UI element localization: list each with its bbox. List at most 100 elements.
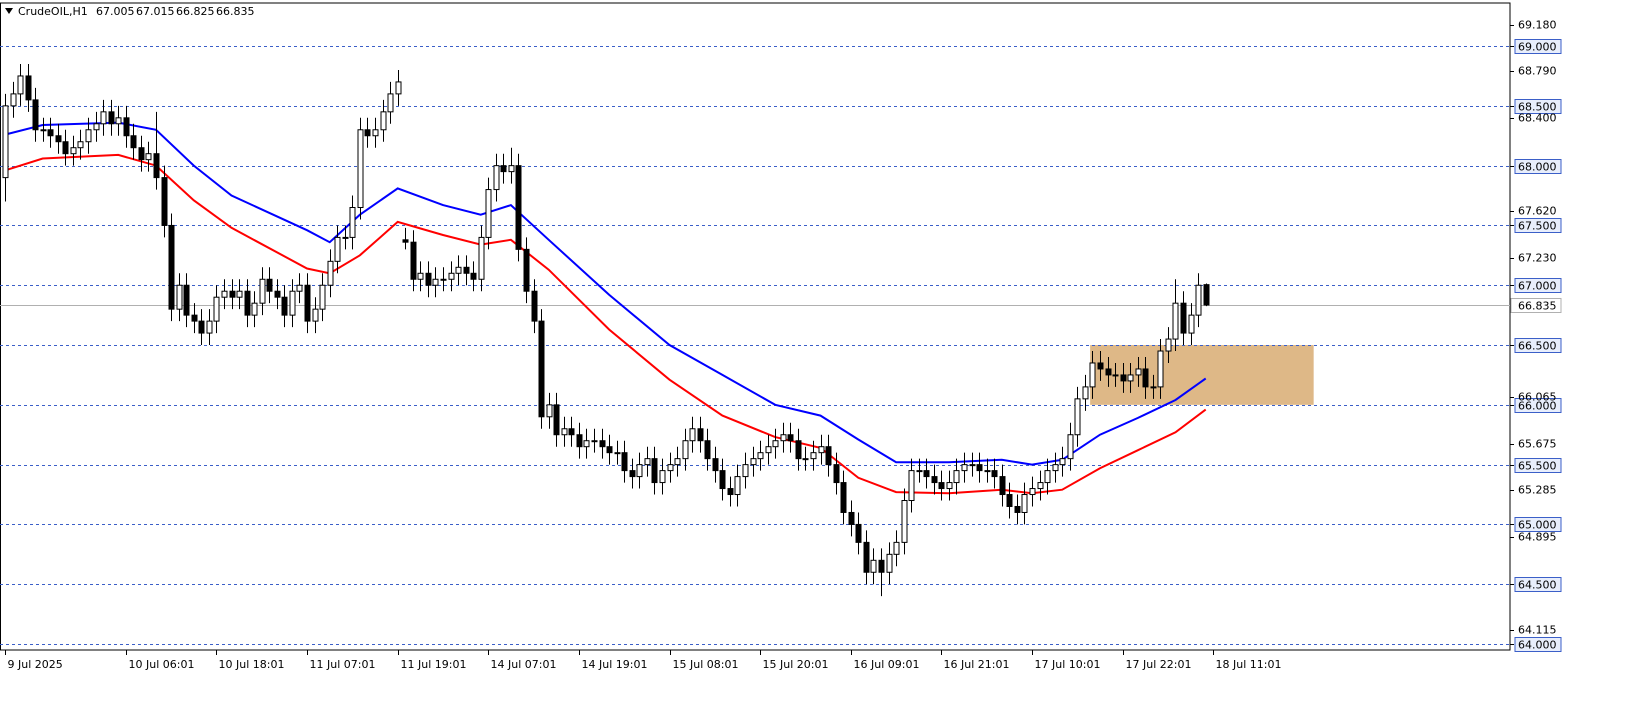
candle-body <box>251 302 258 316</box>
y-tick-label: 65.285 <box>1518 484 1557 497</box>
y-tick-label: 66.065 <box>1518 391 1557 404</box>
candle-body <box>1059 458 1066 466</box>
candle-body <box>432 278 439 286</box>
x-tick-label: 10 Jul 06:01 <box>129 658 195 671</box>
x-tick-label: 9 Jul 2025 <box>8 658 63 671</box>
candle-body <box>1097 362 1104 370</box>
y-tick-label: 64.115 <box>1518 624 1557 637</box>
candle-body <box>1165 338 1172 352</box>
level-label-box <box>1514 278 1562 293</box>
candle-body <box>682 440 689 460</box>
x-tick-label: 17 Jul 22:01 <box>1126 658 1192 671</box>
candle-body <box>77 141 84 149</box>
candle-body <box>961 464 968 472</box>
collapse-icon[interactable] <box>5 8 13 14</box>
candle-body <box>976 464 983 472</box>
candle-body <box>614 452 621 455</box>
candle-body <box>1021 494 1028 513</box>
level-label-box <box>1514 398 1562 413</box>
candle-body <box>825 446 832 466</box>
candle-body <box>1052 464 1059 472</box>
candle-body <box>108 111 115 125</box>
candle-body <box>893 541 900 555</box>
candle-body <box>115 117 122 125</box>
candle-body <box>168 224 175 310</box>
candle-body <box>1044 470 1051 484</box>
candle-body <box>500 165 507 173</box>
header-open: 67.005 <box>96 5 135 18</box>
candle-body <box>1172 302 1179 340</box>
candle-body <box>923 470 930 478</box>
candle-body <box>266 278 273 292</box>
candle-body <box>206 320 213 334</box>
candle-body <box>334 236 341 262</box>
candle-body <box>712 458 719 472</box>
candle-body <box>1188 314 1195 334</box>
y-tick-label: 68.400 <box>1518 112 1557 125</box>
level-label: 68.000 <box>1518 161 1557 174</box>
level-label: 67.500 <box>1518 220 1557 233</box>
candle-body <box>1150 386 1157 389</box>
candle-body <box>1203 284 1210 306</box>
level-label-box <box>1514 517 1562 532</box>
moving-average-line <box>4 121 1207 466</box>
candle-body <box>153 153 160 179</box>
candle-body <box>704 440 711 460</box>
candle-body <box>931 476 938 484</box>
candle-body <box>485 189 492 238</box>
candle-body <box>848 511 855 525</box>
candle-body <box>938 482 945 490</box>
candle-body <box>833 464 840 484</box>
y-tick-label: 64.895 <box>1518 531 1557 544</box>
x-tick-label: 11 Jul 19:01 <box>401 658 467 671</box>
candle-body <box>62 141 69 155</box>
level-label: 64.000 <box>1518 639 1557 652</box>
candle-body <box>863 541 870 573</box>
candle-body <box>244 290 251 316</box>
moving-average-line <box>4 153 1207 495</box>
candle-body <box>916 470 923 473</box>
candle-body <box>757 452 764 460</box>
candle-body <box>969 464 976 467</box>
x-tick-label: 18 Jul 11:01 <box>1216 658 1282 671</box>
level-label-box <box>1514 637 1562 652</box>
level-label: 64.500 <box>1518 579 1557 592</box>
candle-body <box>886 553 893 573</box>
candle-body <box>319 284 326 310</box>
level-label: 65.500 <box>1518 460 1557 473</box>
candle-body <box>946 482 953 490</box>
candle-body <box>1120 374 1127 382</box>
candle-body <box>236 290 243 298</box>
candle-body <box>85 129 92 143</box>
y-tick-label: 67.620 <box>1518 205 1557 218</box>
candle-body <box>470 272 477 280</box>
level-label: 66.500 <box>1518 340 1557 353</box>
candle-body <box>183 284 190 316</box>
header-low: 66.825 <box>176 5 215 18</box>
candle-body <box>742 464 749 478</box>
candle-body <box>750 458 757 466</box>
candle-body <box>1180 302 1187 334</box>
y-tick-label: 65.675 <box>1518 438 1557 451</box>
candle-body <box>734 476 741 496</box>
candle-body <box>349 207 356 238</box>
candle-body <box>1082 386 1089 400</box>
y-tick-label: 67.230 <box>1518 252 1557 265</box>
candle-body <box>402 239 409 243</box>
last-price-label: 66.835 <box>1518 300 1557 313</box>
candle-body <box>818 446 825 454</box>
candle-body <box>274 290 281 298</box>
candle-body <box>878 559 885 573</box>
candle-body <box>984 470 991 473</box>
candle-body <box>659 470 666 484</box>
header-high: 67.015 <box>136 5 175 18</box>
candle-body <box>795 440 802 460</box>
candle-body <box>780 434 787 442</box>
candle-body <box>327 260 334 286</box>
candle-body <box>130 135 137 149</box>
zone <box>1090 345 1314 405</box>
x-tick-label: 15 Jul 20:01 <box>763 658 829 671</box>
candle-body <box>229 290 236 298</box>
candle-body <box>342 236 349 239</box>
